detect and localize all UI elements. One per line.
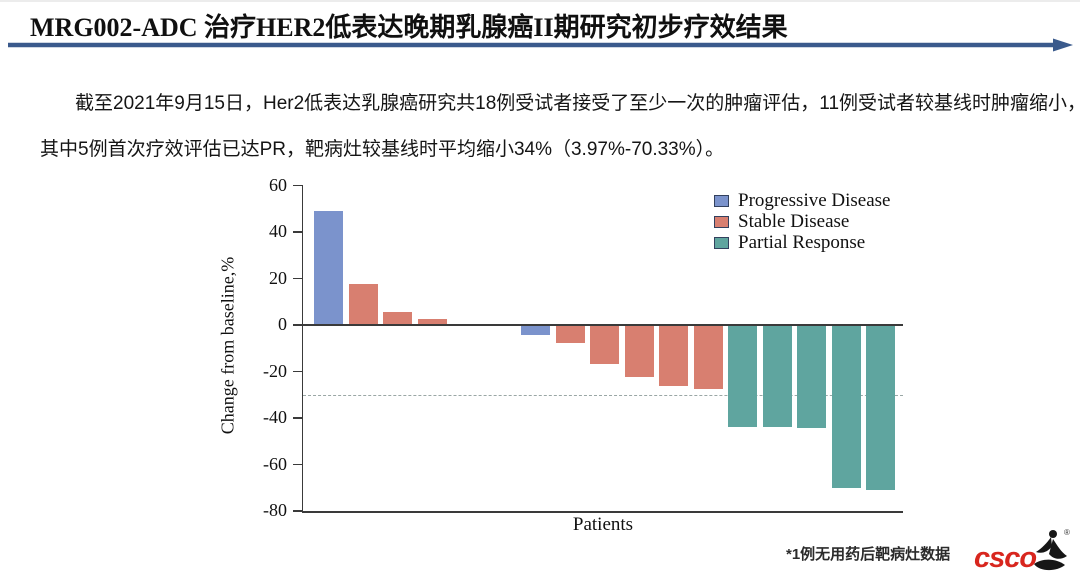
legend-swatch-progressive-disease bbox=[714, 194, 729, 207]
bar-patient-3 bbox=[383, 312, 412, 324]
title-underline-arrow bbox=[8, 38, 1073, 52]
bar-patient-16 bbox=[831, 326, 861, 488]
y-tick-label: -60 bbox=[263, 453, 287, 474]
legend-item-stable-disease: Stable Disease bbox=[714, 211, 891, 232]
y-tick bbox=[293, 184, 302, 187]
legend-label-progressive-disease: Progressive Disease bbox=[738, 189, 891, 211]
csco-logo-text: csco bbox=[974, 542, 1037, 574]
bar-patient-11 bbox=[659, 326, 688, 387]
legend-item-progressive-disease: Progressive Disease bbox=[714, 190, 891, 211]
y-tick-label: -20 bbox=[263, 360, 287, 381]
legend-label-partial-response: Partial Response bbox=[738, 231, 866, 253]
bar-patient-10 bbox=[624, 326, 654, 378]
registered-mark: ® bbox=[1064, 528, 1070, 537]
x-axis-title: Patients bbox=[572, 514, 634, 535]
bar-patient-9 bbox=[590, 326, 619, 365]
y-tick-label: 60 bbox=[269, 174, 287, 195]
zero-baseline bbox=[303, 324, 903, 326]
reference-dashed-line bbox=[303, 394, 903, 396]
y-tick bbox=[293, 370, 302, 373]
bar-patient-12 bbox=[693, 326, 723, 389]
y-axis-line bbox=[301, 185, 303, 511]
y-tick bbox=[293, 463, 302, 466]
bar-patient-14 bbox=[762, 326, 792, 428]
chart-legend: Progressive Disease Stable Disease Parti… bbox=[714, 190, 891, 253]
top-edge-divider bbox=[0, 0, 1080, 2]
y-tick bbox=[293, 324, 302, 326]
y-axis-title: Change from baseline,% bbox=[217, 256, 238, 435]
page-title: MRG002-ADC 治疗HER2低表达晚期乳腺癌II期研究初步疗效结果 bbox=[30, 13, 788, 42]
csco-logo-figure-icon bbox=[1034, 530, 1067, 571]
bar-patient-13 bbox=[728, 326, 757, 428]
body-text-line-2: 其中5例首次疗效评估已达PR，靶病灶较基线时平均缩小34%（3.97%-70.3… bbox=[40, 139, 725, 160]
bar-patient-17 bbox=[866, 326, 895, 490]
bar-patient-8 bbox=[555, 326, 585, 344]
y-tick-label: -80 bbox=[263, 500, 287, 520]
y-tick bbox=[293, 510, 302, 512]
y-tick bbox=[293, 277, 302, 280]
legend-item-partial-response: Partial Response bbox=[714, 232, 891, 253]
y-tick bbox=[293, 417, 302, 419]
legend-label-stable-disease: Stable Disease bbox=[738, 210, 850, 232]
body-text-line-1: 截至2021年9月15日，Her2低表达乳腺癌研究共18例受试者接受了至少一次的… bbox=[75, 93, 1080, 114]
footnote: *1例无用药后靶病灶数据 bbox=[786, 546, 951, 563]
bar-patient-15 bbox=[797, 326, 826, 429]
csco-logo: csco ® bbox=[972, 528, 1074, 578]
y-tick-label: 40 bbox=[269, 221, 287, 241]
bar-patient-4 bbox=[417, 318, 447, 324]
bar-patient-1 bbox=[314, 211, 343, 324]
y-tick bbox=[293, 231, 302, 233]
legend-swatch-stable-disease bbox=[714, 215, 729, 228]
bar-patient-2 bbox=[348, 284, 378, 324]
bar-patient-7 bbox=[521, 326, 550, 336]
x-axis-line bbox=[301, 511, 903, 513]
y-tick-label: -40 bbox=[263, 407, 287, 427]
y-tick-label: 0 bbox=[278, 314, 287, 334]
legend-swatch-partial-response bbox=[714, 236, 729, 249]
y-tick-label: 20 bbox=[269, 267, 287, 288]
